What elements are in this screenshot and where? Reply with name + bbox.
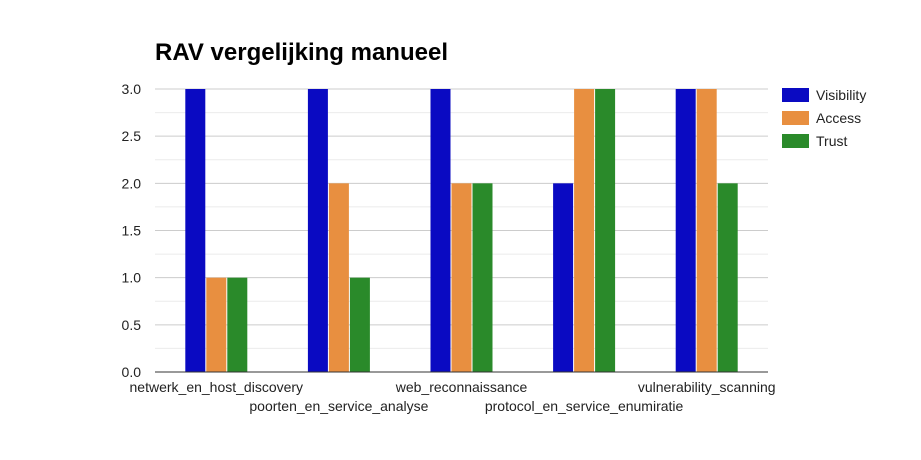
legend-label-visibility: Visibility — [816, 87, 866, 103]
bar-trust-vulnerability-scanning — [717, 183, 738, 372]
bar-access-web-reconnaissance — [451, 183, 472, 372]
x-tick-label: web_reconnaissance — [395, 379, 528, 395]
x-tick-label: protocol_en_service_enumiratie — [485, 398, 684, 414]
bar-trust-poorten-en-service-analyse — [349, 277, 370, 372]
chart-title: RAV vergelijking manueel — [155, 39, 448, 66]
y-tick-label: 1.5 — [122, 223, 142, 239]
bar-access-vulnerability-scanning — [696, 89, 717, 372]
bar-visibility-web-reconnaissance — [430, 89, 451, 372]
legend-swatch-trust — [782, 134, 809, 148]
x-axis: netwerk_en_host_discovery poorten_en_serv… — [130, 379, 776, 414]
bar-trust-web-reconnaissance — [472, 183, 493, 372]
bar-trust-netwerk-en-host-discovery — [227, 277, 248, 372]
bar-access-poorten-en-service-analyse — [328, 183, 349, 372]
bar-trust-protocol-en-service-enumiratie — [595, 89, 616, 372]
legend-swatch-access — [782, 111, 809, 125]
bars — [185, 89, 738, 372]
legend-label-access: Access — [816, 110, 861, 126]
bar-visibility-netwerk-en-host-discovery — [185, 89, 206, 372]
y-tick-label: 2.0 — [122, 175, 142, 191]
x-tick-label: netwerk_en_host_discovery — [130, 379, 304, 395]
legend-label-trust: Trust — [816, 133, 847, 149]
x-tick-label: poorten_en_service_analyse — [249, 398, 428, 414]
y-tick-label: 0.5 — [122, 317, 142, 333]
y-tick-label: 3.0 — [122, 81, 142, 97]
x-tick-label: vulnerability_scanning — [638, 379, 776, 395]
bar-access-protocol-en-service-enumiratie — [574, 89, 595, 372]
legend: Visibility Access Trust — [782, 87, 866, 149]
y-axis: 0.0 0.5 1.0 1.5 2.0 2.5 3.0 — [122, 81, 142, 380]
legend-swatch-visibility — [782, 88, 809, 102]
y-tick-label: 1.0 — [122, 270, 142, 286]
bar-visibility-protocol-en-service-enumiratie — [553, 183, 574, 372]
bar-access-netwerk-en-host-discovery — [206, 277, 227, 372]
bar-visibility-poorten-en-service-analyse — [307, 89, 328, 372]
y-tick-label: 2.5 — [122, 128, 142, 144]
y-tick-label: 0.0 — [122, 364, 142, 380]
bar-visibility-vulnerability-scanning — [675, 89, 696, 372]
